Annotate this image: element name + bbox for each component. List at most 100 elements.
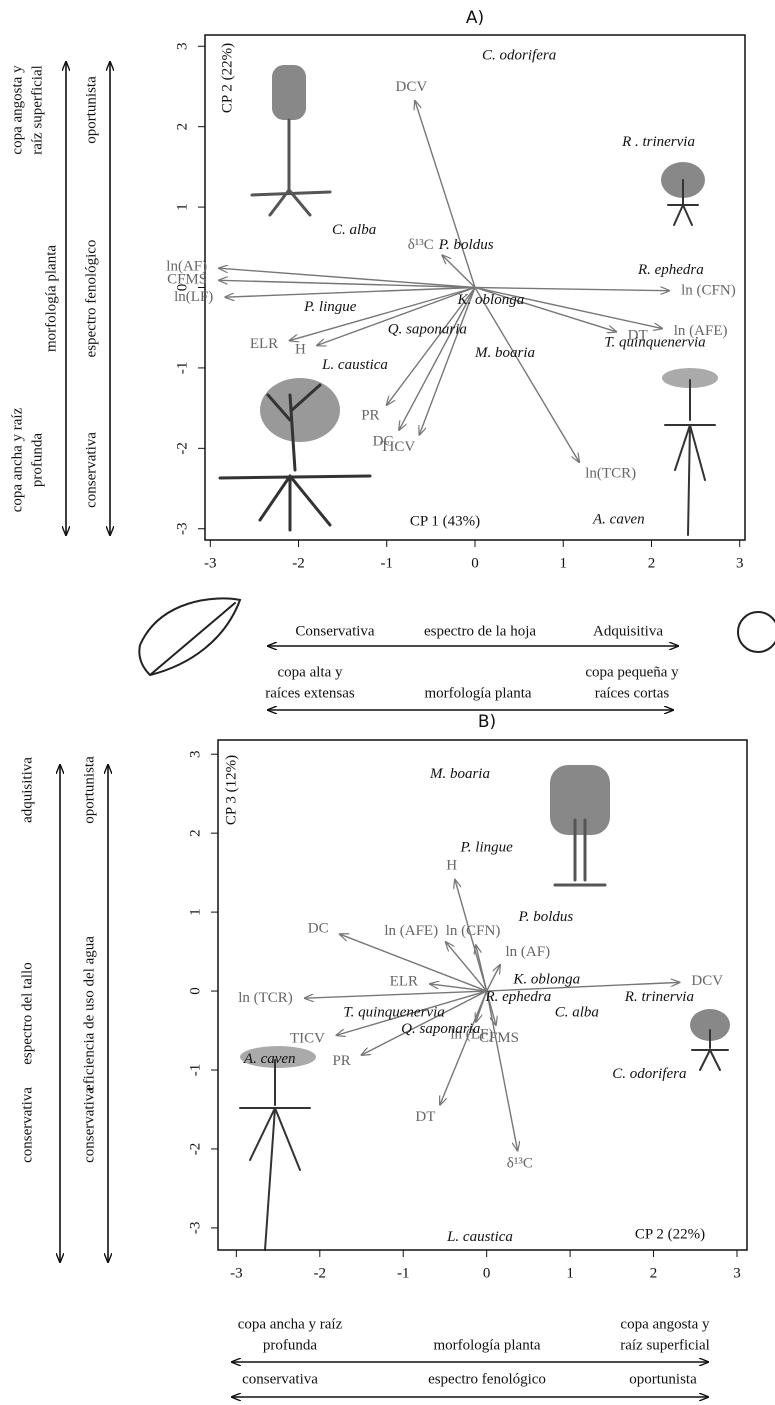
bottom-note: copa angosta y bbox=[620, 1316, 710, 1332]
side-note: oportunista bbox=[81, 756, 97, 824]
loading-label: DT bbox=[415, 1109, 435, 1125]
loading-label: δ¹³C bbox=[408, 237, 434, 253]
loading-arrow bbox=[399, 288, 475, 430]
x-tick-label: 2 bbox=[648, 555, 656, 571]
species-label: P. boldus bbox=[438, 237, 494, 253]
species-label: Q. saponaria bbox=[388, 322, 467, 338]
loading-label: H bbox=[446, 858, 457, 874]
loading-arrow bbox=[487, 991, 518, 1150]
x-tick-label: 2 bbox=[650, 1265, 658, 1281]
species-label: K. oblonga bbox=[457, 292, 525, 308]
tree-crown bbox=[260, 378, 340, 442]
loading-label: ELR bbox=[390, 974, 418, 990]
loading-arrow bbox=[475, 288, 579, 462]
tree-trunk bbox=[220, 385, 370, 530]
loading-label: DC bbox=[308, 921, 329, 937]
y-tick-label: 3 bbox=[174, 43, 190, 51]
y-tick-label: 1 bbox=[187, 908, 203, 916]
tree-crown bbox=[272, 65, 306, 120]
species-label: C. odorifera bbox=[482, 47, 556, 63]
tree-trunk bbox=[240, 1060, 310, 1250]
species-label: R. ephedra bbox=[637, 262, 704, 278]
loading-label: ln (AF) bbox=[505, 944, 550, 960]
loading-label: DCV bbox=[691, 973, 723, 989]
x-tick-label: -2 bbox=[292, 555, 305, 571]
side-note: profunda bbox=[29, 433, 45, 487]
y-tick-label: -2 bbox=[187, 1143, 203, 1156]
species-label: T. quinquenervia bbox=[604, 334, 705, 350]
leaf-icon bbox=[139, 598, 240, 675]
loading-label: ln (TCR) bbox=[238, 990, 293, 1006]
species-label: R . trinervia bbox=[621, 134, 695, 150]
y-tick-label: -3 bbox=[174, 522, 190, 535]
x-tick-label: 3 bbox=[736, 555, 744, 571]
tree-crown bbox=[550, 765, 610, 835]
x-axis-label: CP 2 (22%) bbox=[635, 1226, 705, 1242]
loading-arrow bbox=[225, 288, 475, 298]
x-tick-label: 1 bbox=[566, 1265, 574, 1281]
side-note: copa ancha y raíz bbox=[9, 407, 25, 512]
y-axis-label: CP 3 (12%) bbox=[223, 755, 239, 825]
tree-trunk bbox=[665, 380, 715, 535]
loading-arrow bbox=[475, 288, 669, 291]
loading-label: ln (AFE) bbox=[384, 923, 438, 939]
loading-label: TICV bbox=[290, 1031, 325, 1047]
loading-label: PR bbox=[361, 408, 379, 424]
bottom-note: copa pequeña y bbox=[585, 664, 679, 680]
leaf-icon bbox=[738, 612, 775, 652]
species-label: T. quinquenervia bbox=[343, 1005, 444, 1021]
y-tick-label: -2 bbox=[174, 442, 190, 455]
loading-label: ln (CFN) bbox=[446, 923, 501, 939]
loading-label: TICV bbox=[380, 439, 415, 455]
loading-label: ln(LF) bbox=[174, 289, 213, 305]
loading-label: δ¹³C bbox=[507, 1156, 533, 1172]
loading-arrow bbox=[419, 288, 475, 435]
bottom-note: Adquisitiva bbox=[593, 623, 663, 639]
y-tick-label: 0 bbox=[187, 987, 203, 995]
species-label: C. alba bbox=[332, 222, 376, 238]
loading-label: H bbox=[295, 342, 306, 358]
x-tick-label: -3 bbox=[230, 1265, 243, 1281]
loading-label: DCV bbox=[395, 79, 427, 95]
y-tick-label: 3 bbox=[187, 750, 203, 758]
side-note: conservativa bbox=[81, 1087, 97, 1163]
species-label: P. lingue bbox=[460, 840, 514, 856]
loading-label: ELR bbox=[250, 336, 278, 352]
x-tick-label: -2 bbox=[314, 1265, 327, 1281]
bottom-note: raíces extensas bbox=[265, 685, 355, 701]
loading-arrow bbox=[415, 101, 475, 288]
panel-title: B) bbox=[478, 712, 496, 732]
side-note: espectro fenológico bbox=[83, 240, 99, 358]
species-label: A. caven bbox=[243, 1051, 296, 1067]
species-label: A. caven bbox=[592, 511, 645, 527]
x-tick-label: 3 bbox=[733, 1265, 741, 1281]
side-note: eficiencia de uso del agua bbox=[81, 936, 97, 1091]
loading-arrow bbox=[440, 991, 487, 1105]
x-tick-label: -1 bbox=[381, 555, 394, 571]
species-label: L. caustica bbox=[446, 1229, 513, 1245]
species-label: P. lingue bbox=[303, 299, 357, 315]
y-tick-label: -1 bbox=[174, 362, 190, 375]
species-label: R. ephedra bbox=[484, 989, 551, 1005]
bottom-note: copa ancha y raíz bbox=[238, 1316, 343, 1332]
bottom-note: raíces cortas bbox=[595, 685, 670, 701]
x-tick-label: -1 bbox=[397, 1265, 410, 1281]
species-label: C. odorifera bbox=[612, 1066, 686, 1082]
bottom-note: Conservativa bbox=[295, 623, 374, 639]
loading-label: ln(TCR) bbox=[585, 465, 636, 481]
side-note: espectro del tallo bbox=[19, 962, 35, 1064]
bottom-note: copa alta y bbox=[278, 664, 343, 680]
side-note: conservativa bbox=[83, 432, 99, 508]
bottom-note: oportunista bbox=[629, 1371, 697, 1387]
side-note: conservativa bbox=[19, 1087, 35, 1163]
y-tick-label: 1 bbox=[174, 203, 190, 211]
bottom-note: morfología planta bbox=[424, 685, 531, 701]
y-tick-label: 2 bbox=[174, 123, 190, 130]
species-label: P. boldus bbox=[518, 909, 574, 925]
loading-label: ln (CFN) bbox=[681, 282, 736, 298]
bottom-note: espectro fenológico bbox=[428, 1371, 546, 1387]
loading-arrow bbox=[219, 280, 475, 287]
species-label: M. boaria bbox=[429, 766, 490, 782]
species-label: M. boaria bbox=[474, 345, 535, 361]
y-axis-label: CP 2 (22%) bbox=[219, 43, 235, 113]
